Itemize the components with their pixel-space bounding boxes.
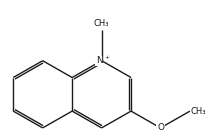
Text: CH₃: CH₃ bbox=[190, 107, 206, 116]
Text: CH₃: CH₃ bbox=[94, 19, 109, 28]
Text: +: + bbox=[104, 55, 110, 60]
Text: O: O bbox=[157, 123, 164, 132]
Text: N: N bbox=[96, 56, 103, 65]
